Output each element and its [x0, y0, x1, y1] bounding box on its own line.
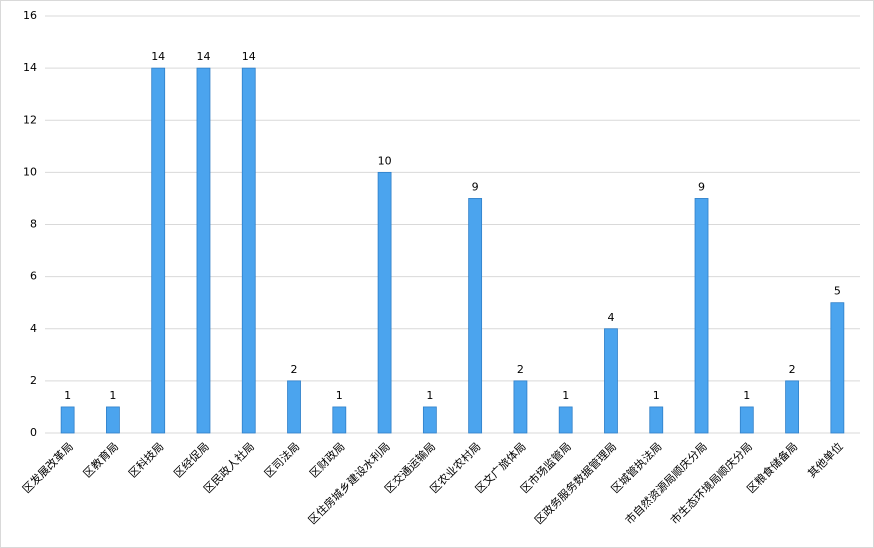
bar [422, 406, 437, 434]
data-label: 2 [789, 363, 796, 376]
y-tick-label: 10 [23, 165, 37, 178]
bar [287, 380, 301, 434]
data-label: 1 [109, 389, 116, 402]
data-label: 4 [607, 311, 614, 324]
data-label: 1 [653, 389, 660, 402]
y-tick-label: 14 [23, 61, 37, 74]
data-label: 1 [64, 389, 71, 402]
bar [649, 406, 664, 434]
bar [558, 406, 573, 434]
bar [241, 67, 256, 434]
bar [513, 380, 528, 434]
bar [60, 406, 75, 434]
bar [785, 380, 799, 434]
y-tick-label: 8 [30, 218, 37, 231]
data-label: 5 [834, 285, 841, 298]
y-tick-label: 6 [30, 270, 37, 283]
data-label: 1 [426, 389, 433, 402]
data-label: 14 [196, 50, 210, 63]
bar [468, 198, 483, 434]
bar [106, 406, 120, 434]
data-label: 14 [151, 50, 165, 63]
y-tick-label: 0 [30, 426, 37, 439]
bar [377, 171, 392, 434]
data-label: 9 [698, 180, 705, 193]
bar [694, 198, 709, 434]
bar [196, 67, 211, 434]
y-tick-label: 4 [30, 322, 37, 335]
data-label: 14 [242, 50, 256, 63]
y-tick-label: 16 [23, 9, 37, 22]
data-label: 2 [291, 363, 298, 376]
data-label: 1 [562, 389, 569, 402]
bar [739, 406, 754, 434]
data-label: 9 [472, 180, 479, 193]
data-label: 10 [378, 154, 392, 167]
bar [332, 406, 347, 434]
y-tick-label: 12 [23, 113, 37, 126]
data-label: 2 [517, 363, 524, 376]
bar [151, 67, 166, 434]
data-label: 1 [336, 389, 343, 402]
y-tick-label: 2 [30, 374, 37, 387]
data-label: 1 [743, 389, 750, 402]
bar [830, 302, 845, 434]
bar [604, 328, 618, 434]
